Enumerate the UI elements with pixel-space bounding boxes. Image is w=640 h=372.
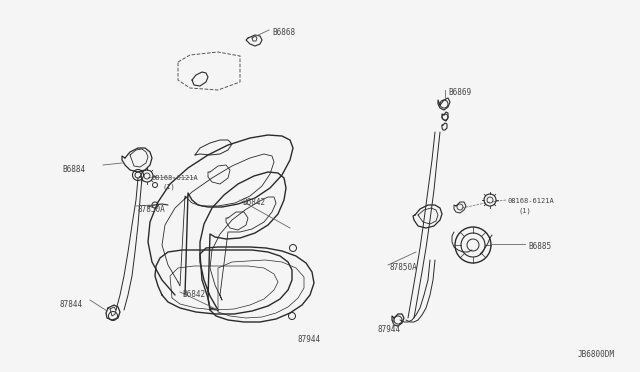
Text: B6869: B6869 <box>448 88 471 97</box>
Text: (1): (1) <box>518 207 531 214</box>
Text: B6868: B6868 <box>272 28 295 37</box>
Text: 08168-6121A: 08168-6121A <box>152 175 199 181</box>
Text: 87944: 87944 <box>297 335 320 344</box>
Text: (1): (1) <box>162 184 175 190</box>
Text: 08168-6121A: 08168-6121A <box>508 198 555 204</box>
Text: JB6800DM: JB6800DM <box>578 350 615 359</box>
Text: B6842: B6842 <box>242 198 265 207</box>
Text: B6884: B6884 <box>62 165 85 174</box>
Text: 87944: 87944 <box>378 325 401 334</box>
Text: 87844: 87844 <box>60 300 83 309</box>
Text: 87850A: 87850A <box>138 205 166 214</box>
Text: B6842: B6842 <box>182 290 205 299</box>
Text: B6885: B6885 <box>528 242 551 251</box>
Text: 87850A: 87850A <box>390 263 418 272</box>
